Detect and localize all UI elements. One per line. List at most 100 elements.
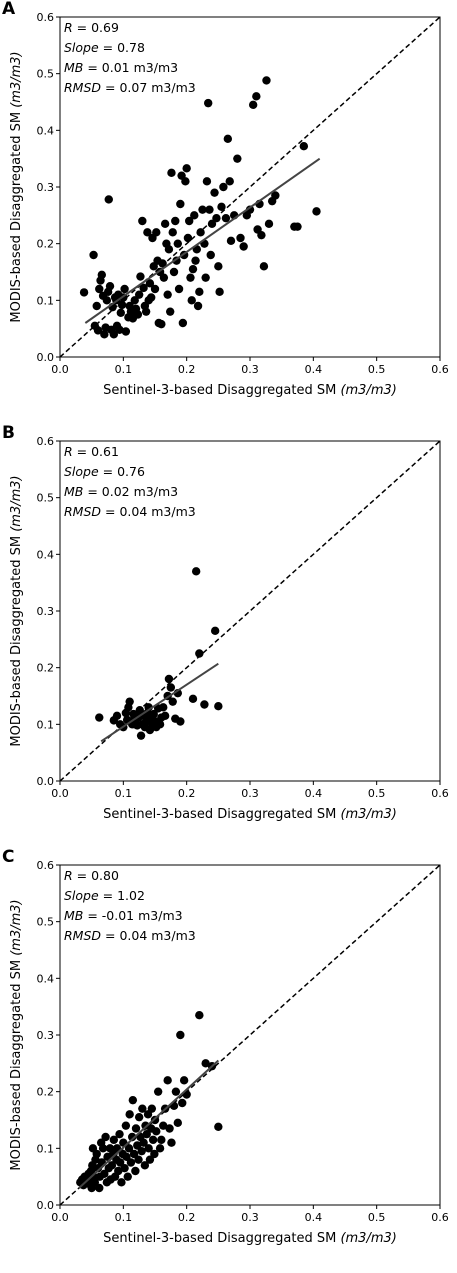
stat-name: Slope bbox=[64, 888, 99, 903]
stat-value: = 0.01 m3/m3 bbox=[83, 60, 178, 75]
scatter-point bbox=[147, 293, 156, 302]
scatter-point bbox=[125, 697, 134, 706]
scatter-panel-a: A 0.0 0.1 0.2 0.3 0.4 0.5 0.6 0.0 0.1 0.2 0.3 0.4 0.5… bbox=[2, 0, 449, 398]
scatter-point bbox=[136, 272, 145, 281]
stat-name: RMSD bbox=[64, 80, 101, 95]
stat-value: = 0.76 bbox=[99, 464, 145, 479]
scatter-point bbox=[206, 250, 215, 260]
stat-mb: MB = -0.01 m3/m3 bbox=[64, 908, 183, 923]
scatter-point bbox=[89, 250, 98, 260]
scatter-point bbox=[152, 1127, 161, 1136]
stat-value: = 1.02 bbox=[99, 888, 145, 903]
scatter-point bbox=[98, 1144, 108, 1153]
x-tick-label: 0.3 bbox=[241, 787, 259, 800]
scatter-point bbox=[131, 1124, 141, 1133]
x-tick-label: 0.1 bbox=[115, 1211, 133, 1224]
y-tick-label: 0.0 bbox=[37, 1199, 55, 1212]
scatter-point bbox=[120, 1163, 129, 1173]
stat-r: R = 0.61 bbox=[64, 444, 119, 459]
scatter-point bbox=[214, 702, 223, 711]
x-tick-label: 0.2 bbox=[178, 363, 196, 376]
y-tick-label: 0.1 bbox=[37, 1142, 55, 1155]
x-tick-label: 0.6 bbox=[431, 787, 449, 800]
scatter-point bbox=[166, 307, 175, 316]
scatter-point bbox=[183, 233, 193, 243]
scatter-point bbox=[188, 694, 198, 704]
scatter-point bbox=[168, 228, 177, 237]
stat-value: = 0.61 bbox=[73, 444, 119, 459]
x-tick-label: 0.3 bbox=[241, 363, 259, 376]
x-tick-label: 0.0 bbox=[51, 787, 69, 800]
scatter-point bbox=[121, 1121, 131, 1130]
scatter-point bbox=[225, 177, 234, 186]
scatter-point bbox=[123, 1172, 132, 1181]
stat-slope: Slope = 0.78 bbox=[64, 40, 145, 55]
x-tick-label: 0.2 bbox=[178, 1211, 196, 1224]
scatter-point bbox=[142, 1129, 151, 1139]
scatter-point bbox=[210, 188, 219, 197]
scatter-point bbox=[140, 1161, 150, 1170]
scatter-point bbox=[198, 205, 207, 214]
scatter-point bbox=[134, 1112, 144, 1122]
regression-line bbox=[78, 1059, 220, 1189]
scatter-point bbox=[159, 1121, 168, 1130]
scatter-point bbox=[128, 1095, 138, 1105]
stat-name: R bbox=[64, 868, 73, 883]
scatter-point bbox=[171, 1087, 181, 1096]
stat-value: = -0.01 m3/m3 bbox=[83, 908, 182, 923]
scatter-point bbox=[144, 1144, 153, 1153]
scatter-point bbox=[130, 296, 139, 305]
scatter-point bbox=[210, 626, 220, 636]
scatter-point bbox=[157, 1135, 166, 1145]
scatter-point bbox=[191, 256, 200, 265]
scatter-point bbox=[169, 267, 179, 277]
scatter-point bbox=[212, 213, 221, 223]
stat-name: R bbox=[64, 444, 73, 459]
scatter-point bbox=[233, 154, 242, 163]
scatter-point bbox=[104, 195, 113, 204]
scatter-point bbox=[79, 288, 89, 297]
scatter-point bbox=[186, 273, 195, 282]
scatter-point bbox=[223, 134, 233, 144]
scatter-point bbox=[115, 325, 124, 334]
scatter-point bbox=[252, 92, 261, 101]
stat-value: = 0.02 m3/m3 bbox=[83, 484, 178, 499]
scatter-point bbox=[201, 273, 210, 282]
scatter-point bbox=[257, 230, 266, 240]
scatter-point bbox=[219, 182, 228, 192]
scatter-point bbox=[187, 296, 196, 305]
scatter-point bbox=[245, 205, 255, 214]
scatter-point bbox=[147, 1104, 157, 1113]
stat-slope: Slope = 1.02 bbox=[64, 888, 145, 903]
scatter-point bbox=[158, 259, 167, 268]
scatter-point bbox=[182, 164, 191, 173]
stat-rmsd: RMSD = 0.04 m3/m3 bbox=[64, 504, 196, 519]
scatter-point bbox=[188, 264, 198, 274]
scatter-point bbox=[93, 326, 103, 335]
scatter-point bbox=[126, 1158, 136, 1167]
scatter-point bbox=[116, 308, 126, 317]
scatter-point bbox=[157, 319, 166, 329]
y-tick-label: 0.3 bbox=[37, 1029, 55, 1042]
stat-name: MB bbox=[64, 60, 83, 75]
x-tick-label: 0.5 bbox=[368, 1211, 386, 1224]
stat-r: R = 0.80 bbox=[64, 868, 119, 883]
scatter-point bbox=[201, 1059, 210, 1068]
scatter-point bbox=[204, 98, 213, 108]
scatter-point bbox=[139, 283, 148, 293]
scatter-point bbox=[159, 273, 169, 282]
scatter-point bbox=[150, 1115, 160, 1125]
scatter-point bbox=[207, 219, 217, 229]
scatter-point bbox=[159, 703, 168, 712]
scatter-point bbox=[167, 168, 176, 178]
x-axis-label: Sentinel-3-based Disaggregated SM (m3/m3… bbox=[103, 383, 397, 398]
scatter-point bbox=[196, 228, 205, 237]
stat-value: = 0.04 m3/m3 bbox=[101, 928, 196, 943]
scatter-point bbox=[195, 1010, 204, 1020]
scatter-point bbox=[120, 284, 129, 294]
scatter-point bbox=[226, 236, 236, 246]
y-axis-label: MODIS-based Disaggregated SM (m3/m3) bbox=[9, 899, 24, 1170]
scatter-point bbox=[165, 1124, 174, 1133]
x-tick-label: 0.0 bbox=[51, 1211, 69, 1224]
stat-name: MB bbox=[64, 908, 83, 923]
